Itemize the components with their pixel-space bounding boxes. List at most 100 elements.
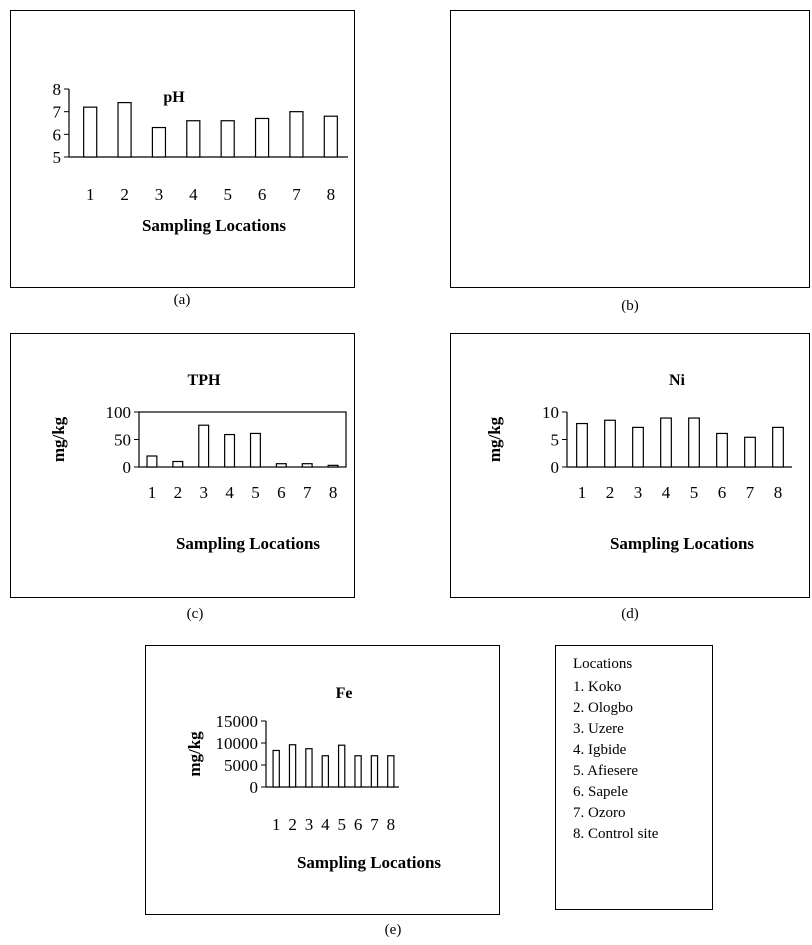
x-tick-label: 6 bbox=[258, 185, 267, 204]
chart-title: TPH bbox=[188, 372, 221, 389]
chart-fe: Fe 0 5000 10000 15000 1 2 3 4 5 6 7 8 Sampling Locati… bbox=[185, 685, 441, 872]
legend-item: 3. Uzere bbox=[573, 721, 624, 737]
y-tick-label: 5 bbox=[551, 431, 560, 450]
y-tick-label: 5000 bbox=[224, 756, 258, 775]
chart-title: pH bbox=[163, 89, 185, 106]
y-axis-label: mg/kg bbox=[49, 416, 68, 462]
plot-frame bbox=[138, 411, 347, 468]
x-tick-label: 7 bbox=[303, 483, 312, 502]
bar-4 bbox=[660, 417, 672, 468]
x-tick-label: 2 bbox=[288, 815, 297, 834]
x-tick-label: 5 bbox=[690, 483, 699, 502]
y-tick-label: 10 bbox=[542, 403, 559, 422]
bar-1 bbox=[83, 106, 98, 158]
x-tick-label: 4 bbox=[321, 815, 330, 834]
bar-8 bbox=[327, 464, 339, 468]
y-tick-label: 0 bbox=[123, 458, 132, 477]
y-tick-label: 8 bbox=[53, 80, 62, 99]
bar-3 bbox=[632, 426, 644, 468]
bar-5 bbox=[688, 417, 700, 468]
bar-5 bbox=[337, 744, 346, 788]
x-tick-label: 1 bbox=[578, 483, 587, 502]
bar-6 bbox=[275, 463, 287, 468]
bar-2 bbox=[604, 419, 616, 468]
locations-legend: Locations 1. Koko 2. Ologbo 3. Uzere 4. … bbox=[555, 645, 713, 910]
y-tick-label: 100 bbox=[106, 403, 132, 422]
bar-5 bbox=[249, 432, 261, 468]
x-tick-label: 4 bbox=[662, 483, 671, 502]
bar-8 bbox=[387, 755, 395, 788]
bar-6 bbox=[254, 117, 270, 158]
legend-item: 7. Ozoro bbox=[573, 805, 626, 821]
x-tick-label: 6 bbox=[354, 815, 363, 834]
bar-2 bbox=[172, 460, 184, 468]
y-tick-label: 0 bbox=[551, 458, 560, 477]
bar-4 bbox=[186, 120, 201, 158]
chart-panel-tph: TPH 0 50 100 1 2 3 4 5 6 7 8 Sampling Locations mg/kg bbox=[10, 333, 355, 598]
bar-6 bbox=[354, 755, 362, 788]
x-tick-label: 3 bbox=[199, 483, 208, 502]
bar-3 bbox=[198, 424, 210, 468]
bar-6 bbox=[716, 432, 728, 468]
x-tick-label: 7 bbox=[746, 483, 755, 502]
x-tick-label: 8 bbox=[387, 815, 396, 834]
x-tick-label: 2 bbox=[174, 483, 183, 502]
x-tick-label: 2 bbox=[606, 483, 615, 502]
y-axis-label: mg/kg bbox=[185, 731, 204, 777]
y-tick-label: 0 bbox=[250, 778, 259, 797]
x-tick-label: 7 bbox=[292, 185, 301, 204]
bar-1 bbox=[146, 455, 158, 468]
chart-panel-ni: Ni 0 5 10 1 2 3 4 5 6 7 8 Sampling Locations mg/kg bbox=[450, 333, 810, 598]
x-axis-label: Sampling Locations bbox=[142, 216, 286, 235]
x-tick-label: 2 bbox=[120, 185, 129, 204]
x-tick-label: 3 bbox=[634, 483, 643, 502]
x-tick-label: 3 bbox=[305, 815, 314, 834]
bar-7 bbox=[370, 755, 379, 788]
caption-e: (e) bbox=[384, 922, 402, 938]
bar-2 bbox=[288, 744, 297, 788]
chart-ph: pH 5 6 7 8 1 2 3 4 5 6 7 8 Sampling Locations bbox=[53, 80, 348, 235]
bar-7 bbox=[301, 463, 313, 468]
chart-panel-ph: pH 5 6 7 8 1 2 3 4 5 6 7 8 Sampling Locations bbox=[10, 10, 355, 288]
caption-b: (b) bbox=[621, 298, 639, 314]
bar-4 bbox=[224, 433, 236, 468]
x-tick-label: 1 bbox=[86, 185, 95, 204]
x-tick-label: 5 bbox=[223, 185, 232, 204]
legend-item: 5. Afiesere bbox=[573, 763, 638, 779]
x-tick-label: 8 bbox=[329, 483, 338, 502]
legend-item: 8. Control site bbox=[573, 826, 659, 842]
legend-item: 1. Koko bbox=[573, 679, 622, 695]
bar-4 bbox=[321, 755, 330, 788]
caption-d: (d) bbox=[621, 606, 639, 622]
y-tick-label: 6 bbox=[53, 125, 62, 144]
caption-a: (a) bbox=[173, 292, 191, 308]
y-tick-label: 5 bbox=[53, 148, 62, 167]
bar-3 bbox=[151, 126, 167, 158]
legend-item: 2. Ologbo bbox=[573, 700, 633, 716]
x-tick-label: 8 bbox=[774, 483, 783, 502]
x-tick-label: 6 bbox=[277, 483, 286, 502]
x-tick-label: 4 bbox=[225, 483, 234, 502]
chart-title: Ni bbox=[669, 372, 686, 389]
x-axis-label: Sampling Locations bbox=[297, 853, 441, 872]
legend-item: 6. Sapele bbox=[573, 784, 628, 800]
x-tick-label: 5 bbox=[251, 483, 260, 502]
legend-title: Locations bbox=[573, 656, 633, 672]
x-axis-label: Sampling Locations bbox=[610, 534, 754, 553]
y-tick-label: 7 bbox=[53, 103, 62, 122]
caption-c: (c) bbox=[186, 606, 204, 622]
bar-3 bbox=[305, 748, 313, 788]
chart-panel-fe: Fe 0 5000 10000 15000 1 2 3 4 5 6 7 8 Sampling Locati… bbox=[145, 645, 500, 915]
bar-2 bbox=[117, 101, 132, 158]
x-tick-label: 8 bbox=[327, 185, 336, 204]
x-tick-label: 5 bbox=[337, 815, 346, 834]
bar-1 bbox=[272, 749, 280, 788]
x-tick-label: 3 bbox=[155, 185, 164, 204]
bar-8 bbox=[323, 115, 338, 158]
y-tick-label: 10000 bbox=[216, 734, 259, 753]
y-tick-label: 15000 bbox=[216, 712, 259, 731]
x-tick-label: 4 bbox=[189, 185, 198, 204]
x-tick-label: 1 bbox=[272, 815, 281, 834]
